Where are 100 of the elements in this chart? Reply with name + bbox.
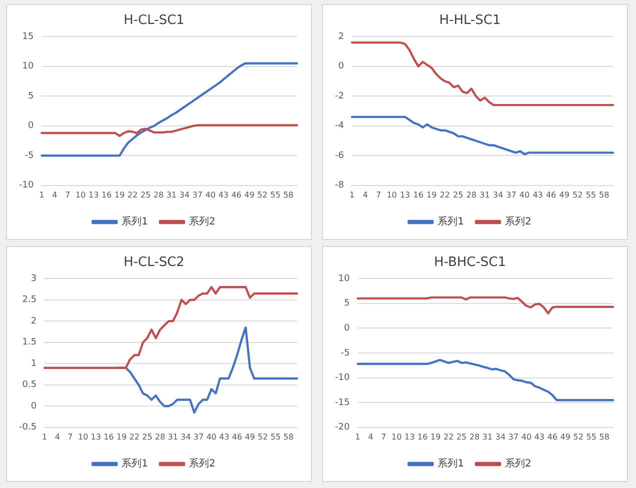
y-tick-label: -0.5 [19,422,37,433]
y-tick-label: -5 [24,150,34,161]
legend-label: 系列2 [189,458,216,470]
x-tick-label: 1 [42,432,48,442]
x-tick-label: 31 [482,432,493,442]
x-tick-label: 37 [506,190,516,200]
x-tick-label: 58 [283,432,294,442]
x-tick-label: 49 [559,190,570,200]
x-tick-label: 28 [466,190,477,200]
x-tick-label: 19 [116,432,127,442]
x-tick-label: 49 [560,432,570,442]
x-tick-label: 40 [206,432,217,442]
y-tick-label: 3 [30,274,37,284]
x-tick-label: 58 [599,432,610,442]
x-tick-label: 22 [443,432,454,442]
x-tick-label: 31 [480,190,490,200]
x-tick-label: 55 [586,432,596,442]
x-tick-label: 37 [508,432,519,442]
x-tick-label: 22 [440,190,450,200]
y-tick-label: 0 [28,121,34,132]
x-tick-label: 37 [192,190,203,200]
x-tick-label: 52 [258,432,268,442]
x-tick-label: 22 [127,190,138,200]
x-tick-label: 4 [52,190,58,200]
x-tick-label: 58 [599,190,610,200]
x-tick-label: 46 [546,190,556,200]
y-tick-label: -10 [334,373,350,384]
x-tick-label: 40 [519,190,530,200]
legend-label: 系列1 [438,458,464,470]
x-tick-label: 31 [168,432,178,442]
x-tick-label: 43 [532,190,543,200]
x-tick-label: 34 [180,432,191,442]
y-tick-label: -6 [334,150,344,161]
x-tick-label: 4 [54,432,60,442]
y-tick-label: 0 [344,324,350,334]
x-tick-label: 55 [270,432,281,442]
x-tick-label: 7 [65,190,70,200]
x-tick-label: 49 [244,432,256,442]
y-tick-label: -5 [340,348,350,358]
legend-label: 系列2 [505,216,532,228]
y-tick-label: 0 [338,62,344,72]
x-tick-label: 49 [244,190,254,200]
legend-label: 系列1 [122,458,148,470]
x-tick-label: 40 [521,432,532,442]
y-tick-label: 5 [28,91,34,102]
y-tick-label: 10 [338,274,350,284]
x-tick-label: 34 [495,432,506,442]
y-tick-label: 1.5 [22,338,37,348]
x-tick-label: 34 [492,190,504,200]
x-tick-label: 28 [153,190,164,200]
y-tick-label: 1 [30,358,37,369]
y-tick-label: -10 [18,180,34,191]
x-tick-label: 10 [76,190,86,200]
y-tick-label: 2 [338,32,344,42]
x-tick-label: 25 [142,432,152,442]
chart-title: H-CL-SC2 [124,255,184,270]
x-tick-label: 52 [573,432,584,442]
y-tick-label: -20 [334,422,350,433]
x-tick-label: 13 [400,190,410,200]
x-tick-label: 10 [392,432,402,442]
x-tick-label: 4 [362,190,368,200]
y-tick-label: 2.5 [22,295,37,306]
x-tick-label: 55 [586,190,596,200]
x-tick-label: 4 [368,432,374,442]
x-tick-label: 16 [102,190,112,200]
y-tick-label: 10 [22,62,34,72]
y-tick-label: 0 [30,401,37,412]
x-tick-label: 13 [88,190,99,200]
x-tick-label: 55 [270,190,280,200]
x-tick-label: 52 [572,190,583,200]
legend-label: 系列1 [122,216,148,228]
x-tick-label: 13 [404,432,415,442]
x-tick-label: 40 [205,190,216,200]
legend-label: 系列2 [505,458,532,470]
chart-title: H-BHC-SC1 [434,255,506,270]
x-tick-label: 46 [232,432,242,442]
chart-title: H-CL-SC1 [124,13,184,28]
x-tick-label: 46 [231,190,242,200]
x-tick-label: 52 [257,190,268,200]
chart-title: H-HL-SC1 [439,13,501,28]
x-tick-label: 19 [426,190,437,200]
x-tick-label: 28 [154,432,166,442]
x-tick-label: 43 [218,190,229,200]
x-tick-label: 31 [166,190,177,200]
x-tick-label: 7 [376,190,382,200]
x-tick-label: 28 [469,432,480,442]
x-tick-label: 1 [39,190,44,200]
y-tick-label: 5 [344,298,350,309]
x-tick-label: 19 [114,190,125,200]
x-tick-label: 58 [283,190,294,200]
y-tick-label: -2 [334,91,344,102]
y-tick-label: -8 [334,180,344,191]
x-tick-label: 43 [219,432,230,442]
x-tick-label: 10 [386,190,397,200]
legend-label: 系列1 [438,216,464,228]
x-tick-label: 16 [413,190,424,200]
x-tick-label: 7 [68,432,73,442]
x-tick-label: 43 [534,432,545,442]
y-tick-label: 2 [30,316,37,326]
y-tick-label: 0.5 [22,380,37,390]
